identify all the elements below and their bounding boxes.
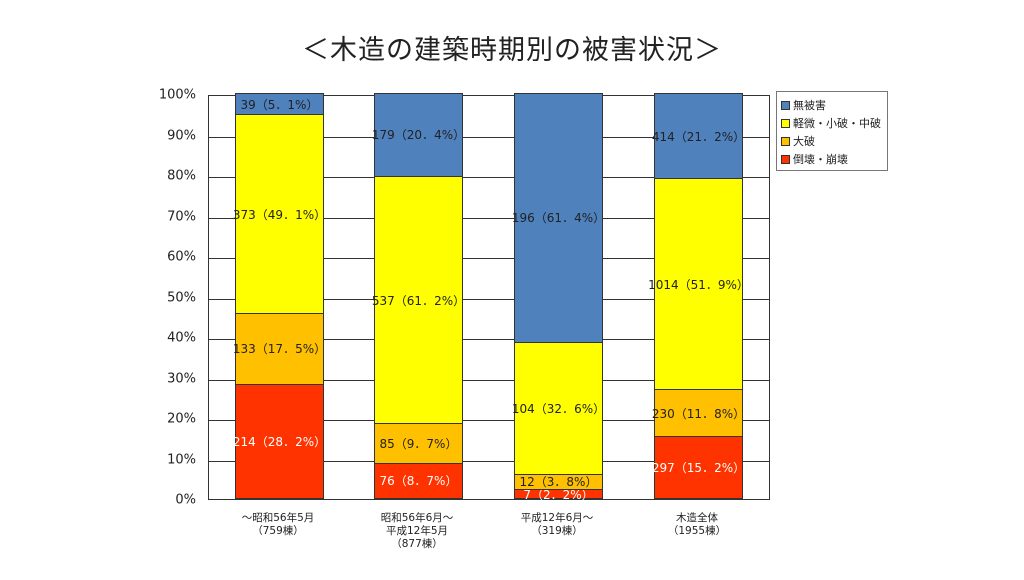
legend: 無被害軽微・小破・中破 大破倒壊・崩壊 xyxy=(776,91,888,171)
bar-segment: 7（2．2%） xyxy=(514,488,603,502)
legend-swatch-icon xyxy=(781,100,790,110)
y-tick-label: 30% xyxy=(167,371,196,386)
bar-stack: 297（15．2%） 230（11．8%） 1014（51．9%） 414（21．2%… xyxy=(648,92,749,499)
bar-segment: 39（5．1%） xyxy=(235,93,324,116)
x-tick-label: 木造全体 （1955棟） xyxy=(667,512,727,537)
bar-segment: 537（61．2%） xyxy=(372,175,465,425)
gridline xyxy=(209,339,769,340)
gridline xyxy=(209,298,769,300)
y-tick-label: 10% xyxy=(167,452,196,467)
plot-area: 214（28．2%） 133（17．5%） 373（49．1%） 39（5．1%） 76… xyxy=(208,92,770,502)
legend-swatch-icon xyxy=(781,118,790,128)
chart-title: ＜木造の建築時期別の被害状況＞ xyxy=(302,35,722,66)
bar-segment: 12（3．8%） xyxy=(514,473,603,491)
bar-stack: 7（2．2%） 12（3．8%） 104（32．6%） 196（61．4%） xyxy=(512,93,605,502)
gridline xyxy=(209,258,769,259)
legend-label: 大破 xyxy=(793,135,815,148)
bar-segment: 297（15．2%） xyxy=(652,436,745,499)
gridline xyxy=(209,379,769,381)
x-tick-label: 昭和56年6月～ 平成12年5月 （877棟） xyxy=(380,512,454,550)
gridline xyxy=(209,217,769,219)
bar-segment: 76（8．7%） xyxy=(374,462,463,499)
bar-segment: 414（21．2%） xyxy=(652,92,745,180)
y-tick-label: 70% xyxy=(167,209,196,224)
legend-swatch-icon xyxy=(781,136,790,146)
bar-segment: 179（20．4%） xyxy=(372,93,465,177)
y-tick-label: 60% xyxy=(167,249,196,265)
legend-label: 倒壊・崩壊 xyxy=(793,153,848,166)
y-tick-label: 90% xyxy=(167,128,196,143)
bar-stack: 76（8．7%） 85（9．7%） 537（61．2%） 179（20．4%） xyxy=(372,93,465,499)
legend-item: 軽微・小破・中破 xyxy=(781,114,883,132)
y-tick-label: 80% xyxy=(167,168,196,184)
gridline xyxy=(209,420,769,421)
gridline xyxy=(209,136,769,138)
gridline xyxy=(209,460,769,462)
bar-segment: 214（28．2%） xyxy=(233,383,326,499)
bar-segment: 230（11．8%） xyxy=(652,388,745,438)
y-tick-label: 0% xyxy=(175,492,196,508)
x-tick-label: ～昭和56年5月 （759棟） xyxy=(241,512,315,537)
x-tick-label: 平成12年6月～ （319棟） xyxy=(520,512,594,537)
y-tick-label: 50% xyxy=(167,290,196,305)
legend-label: 軽微・小破・中破 xyxy=(793,117,881,130)
legend-item: 無被害 xyxy=(781,96,883,114)
gridline xyxy=(209,177,769,178)
legend-label: 無被害 xyxy=(793,99,826,112)
legend-item: 倒壊・崩壊 xyxy=(781,150,883,168)
legend-item: 大破 xyxy=(781,132,883,150)
y-tick-label: 20% xyxy=(167,411,196,427)
bar-segment: 133（17．5%） xyxy=(233,312,326,385)
y-tick-label: 40% xyxy=(167,330,196,346)
legend-swatch-icon xyxy=(781,154,790,164)
bar-segment: 373（49．1%） xyxy=(233,114,326,314)
bar-segment: 1014（51．9%） xyxy=(648,178,749,390)
bar-stack: 214（28．2%） 133（17．5%） 373（49．1%） 39（5．1%） xyxy=(233,93,326,499)
bar-segment: 196（61．4%） xyxy=(512,93,605,343)
y-tick-label: 100% xyxy=(158,87,196,103)
bar-segment: 85（9．7%） xyxy=(374,423,463,464)
bar-segment: 104（32．6%） xyxy=(512,341,605,475)
